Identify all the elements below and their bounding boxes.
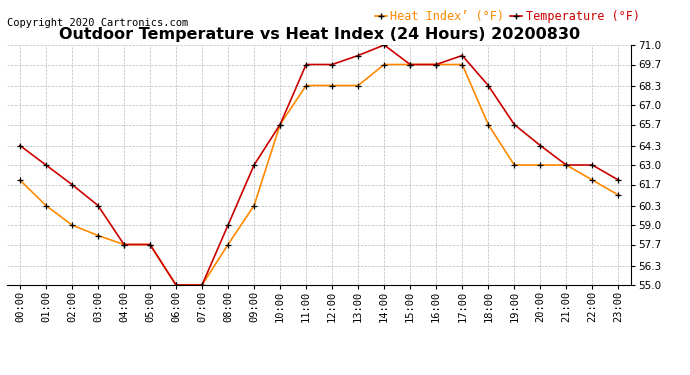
Text: Copyright 2020 Cartronics.com: Copyright 2020 Cartronics.com	[7, 18, 188, 28]
Legend: Heat Index’ (°F), Temperature (°F): Heat Index’ (°F), Temperature (°F)	[375, 10, 640, 23]
Title: Outdoor Temperature vs Heat Index (24 Hours) 20200830: Outdoor Temperature vs Heat Index (24 Ho…	[59, 27, 580, 42]
